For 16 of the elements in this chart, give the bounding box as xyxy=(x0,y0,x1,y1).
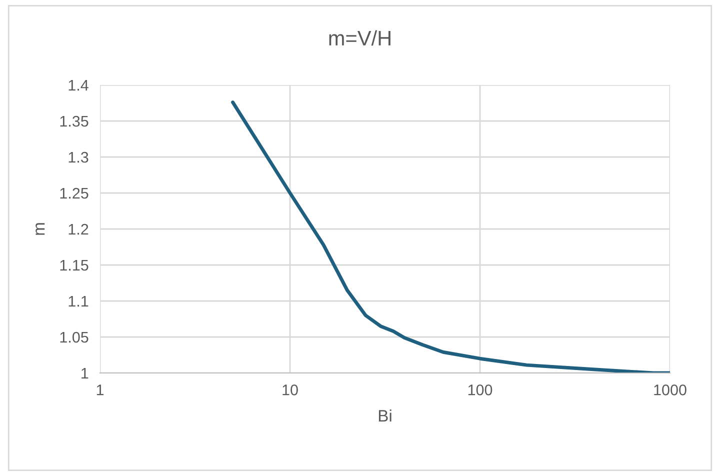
x-tick-label: 1000 xyxy=(654,384,686,396)
y-axis-title: m xyxy=(36,223,45,235)
y-tick-label: 1.25 xyxy=(60,188,88,199)
y-tick-label: 1.15 xyxy=(60,260,88,271)
y-tick-label: 1.3 xyxy=(68,152,88,163)
y-tick-label: 1.2 xyxy=(68,224,88,235)
y-tick-label: 1.05 xyxy=(60,332,88,343)
x-axis-title: Bi xyxy=(378,409,392,422)
y-tick-label: 1.35 xyxy=(60,116,88,127)
x-tick-label: 10 xyxy=(282,384,298,396)
x-tick-label: 1 xyxy=(96,384,104,396)
y-tick-label: 1.4 xyxy=(68,80,88,91)
x-tick-label: 100 xyxy=(468,384,492,396)
y-tick-label: 1.1 xyxy=(68,296,88,307)
chart-title: m=V/H xyxy=(329,30,390,46)
y-tick-label: 1 xyxy=(82,368,88,379)
